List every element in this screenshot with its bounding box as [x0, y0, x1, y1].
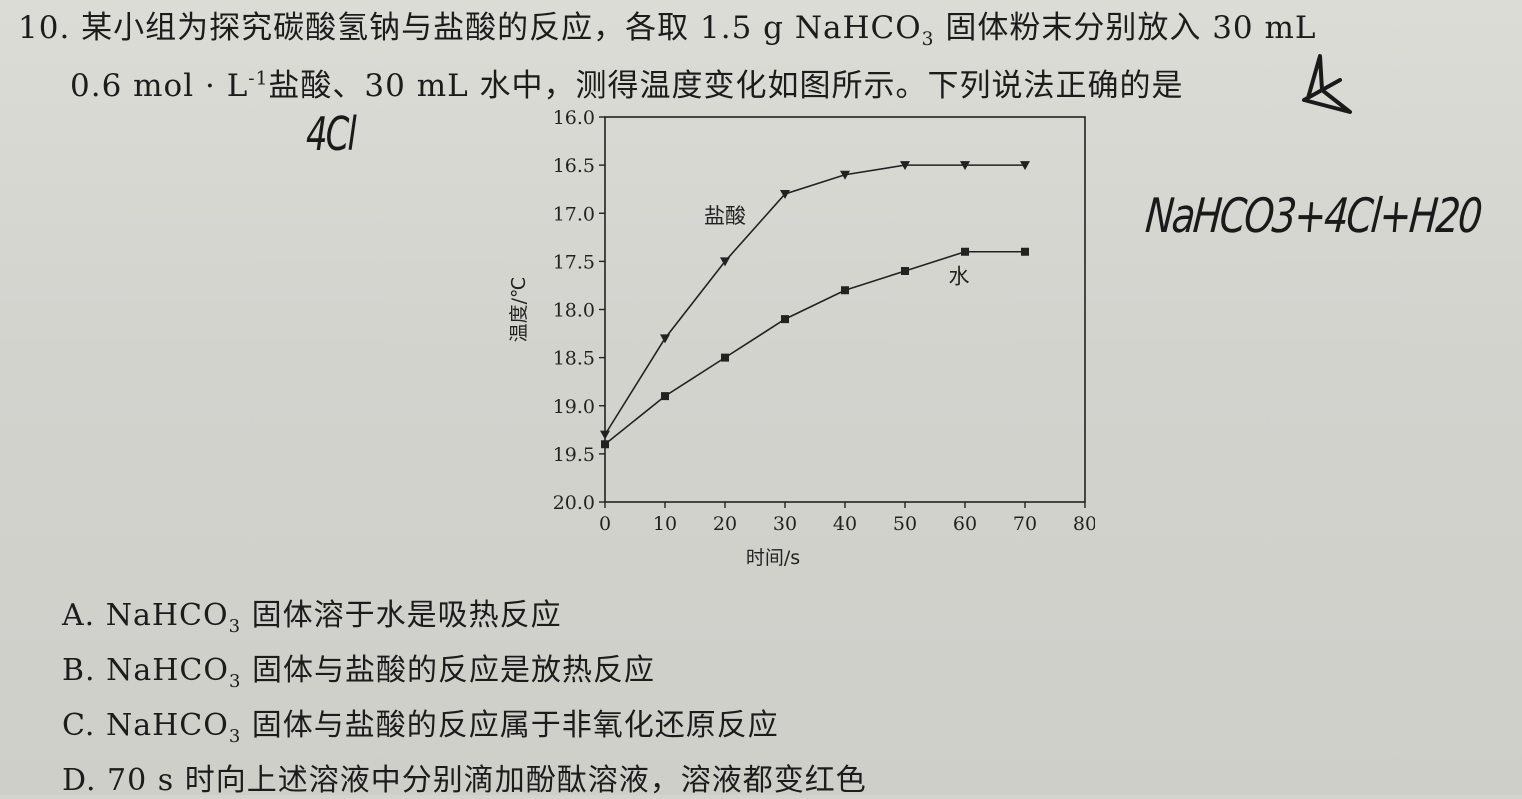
x-tick-label: 60 [953, 513, 977, 535]
option-b: B. NaHCO3 固体与盐酸的反应是放热反应 [62, 645, 655, 692]
series-label-water: 水 [949, 265, 970, 289]
question-stem-line-2-suffix: 盐酸、30 mL 水中，测得温度变化如图所示。下列说法正确的是 [268, 68, 1184, 104]
y-tick-label: 20.0 [553, 492, 595, 514]
data-point [661, 392, 669, 401]
y-tick-label: 18.5 [553, 348, 595, 370]
data-point [960, 161, 970, 171]
x-tick-label: 40 [833, 513, 857, 535]
question-stem-line-1-prefix: 10. 某小组为探究碳酸氢钠与盐酸的反应，各取 1.5 g NaHCO [18, 10, 922, 46]
question-stem-line-1-suffix: 固体粉末分别放入 30 mL [934, 10, 1317, 46]
y-tick-label: 17.5 [553, 251, 595, 273]
x-tick-label: 10 [653, 513, 677, 535]
y-axis-title: 温度/℃ [508, 277, 530, 343]
option-a: A. NaHCO3 固体溶于水是吸热反应 [62, 590, 562, 637]
data-point [601, 440, 609, 449]
option-b-prefix: B. NaHCO [62, 653, 229, 688]
series-line-2 [604, 250, 1025, 445]
question-stem-line-1: 10. 某小组为探究碳酸氢钠与盐酸的反应，各取 1.5 g NaHCO3 固体粉… [18, 2, 1316, 50]
x-tick-label: 80 [1073, 513, 1095, 535]
x-tick-label: 70 [1013, 513, 1037, 535]
option-a-prefix: A. NaHCO [62, 598, 229, 633]
handwritten-note-right: NaHCO3+4Cl+H20 [1143, 188, 1483, 243]
x-tick-label: 30 [773, 513, 797, 535]
subscript: 3 [228, 726, 242, 747]
x-tick-label: 20 [713, 513, 737, 535]
data-point [721, 353, 729, 362]
data-point [900, 161, 910, 171]
y-tick-label: 18.0 [553, 300, 595, 322]
data-point [780, 190, 790, 199]
data-point [1021, 247, 1029, 256]
y-tick-label: 16.0 [553, 107, 595, 129]
subscript: 3 [228, 671, 242, 692]
data-point [840, 170, 850, 180]
series-label-hydrochloric-acid: 盐酸 [704, 204, 746, 228]
x-tick-label: 50 [893, 513, 917, 535]
data-point [841, 286, 849, 295]
question-stem-line-2: 0.6 mol · L-1盐酸、30 mL 水中，测得温度变化如图所示。下列说法… [70, 60, 1184, 105]
x-tick-label: 0 [599, 513, 611, 535]
option-c-prefix: C. NaHCO [62, 708, 229, 743]
superscript: -1 [248, 68, 269, 90]
option-c: C. NaHCO3 固体与盐酸的反应属于非氧化还原反应 [62, 700, 779, 747]
chart-plot: 0 10 20 30 40 50 60 70 80 16.0 16.5 17.0 17.5 18.0 18.… [508, 107, 1095, 569]
data-point [600, 430, 610, 440]
y-tick-label: 16.5 [553, 155, 595, 177]
data-point [660, 334, 670, 344]
option-a-suffix: 固体溶于水是吸热反应 [241, 598, 562, 633]
data-point [961, 247, 969, 256]
option-d: D. 70 s 时向上述溶液中分别滴加酚酞溶液，溶液都变红色 [62, 763, 867, 798]
subscript: 3 [921, 29, 935, 51]
x-axis-title: 时间/s [746, 547, 800, 569]
y-tick-label: 17.0 [553, 203, 595, 225]
subscript: 3 [228, 616, 242, 637]
handwritten-note-left: 4Cl [306, 108, 357, 162]
option-c-suffix: 固体与盐酸的反应属于非氧化还原反应 [241, 708, 779, 743]
data-point [720, 257, 730, 267]
temperature-chart: 0 10 20 30 40 50 60 70 80 16.0 16.5 17.0 17.5 18.0 18.… [508, 107, 1095, 569]
data-point [901, 267, 909, 275]
option-b-suffix: 固体与盐酸的反应是放热反应 [241, 653, 655, 688]
handwritten-answer-mark [1302, 54, 1352, 114]
data-point [781, 315, 789, 324]
y-tick-label: 19.0 [553, 396, 595, 418]
data-point [1020, 161, 1030, 171]
y-tick-label: 19.5 [553, 444, 595, 466]
series-line-1 [604, 164, 1025, 436]
question-stem-line-2-prefix: 0.6 mol · L [70, 68, 249, 104]
